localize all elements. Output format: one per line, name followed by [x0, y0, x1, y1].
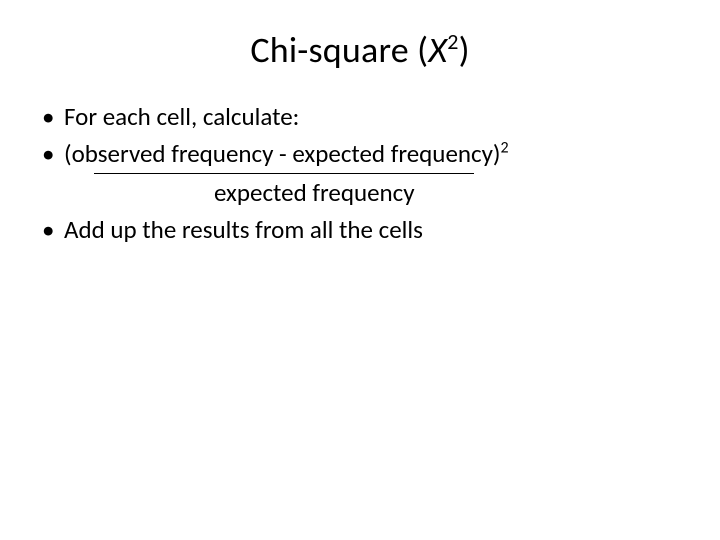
- bullet-3: Add up the results from all the cells: [38, 213, 682, 248]
- bullet-2-sup: 2: [501, 138, 509, 157]
- title-prefix: Chi-square (: [250, 28, 428, 72]
- denominator-text: expected frequency: [214, 177, 415, 208]
- bullet-list: For each cell, calculate: (observed freq…: [38, 100, 682, 247]
- title-suffix: ): [459, 28, 470, 72]
- slide: Chi-square (X2) For each cell, calculate…: [0, 0, 720, 540]
- bullet-3-text: Add up the results from all the cells: [64, 214, 423, 245]
- title-superscript: 2: [447, 28, 458, 55]
- bullet-2: (observed frequency - expected frequency…: [38, 137, 682, 172]
- fraction-denominator: expected frequency: [38, 176, 682, 211]
- title-italic-letter: X: [428, 28, 447, 72]
- bullet-1: For each cell, calculate:: [38, 100, 682, 135]
- bullet-2-text: (observed frequency - expected frequency…: [64, 138, 501, 169]
- bullet-1-text: For each cell, calculate:: [64, 101, 299, 132]
- slide-title: Chi-square (X2): [38, 28, 682, 72]
- fraction-line: [94, 173, 474, 174]
